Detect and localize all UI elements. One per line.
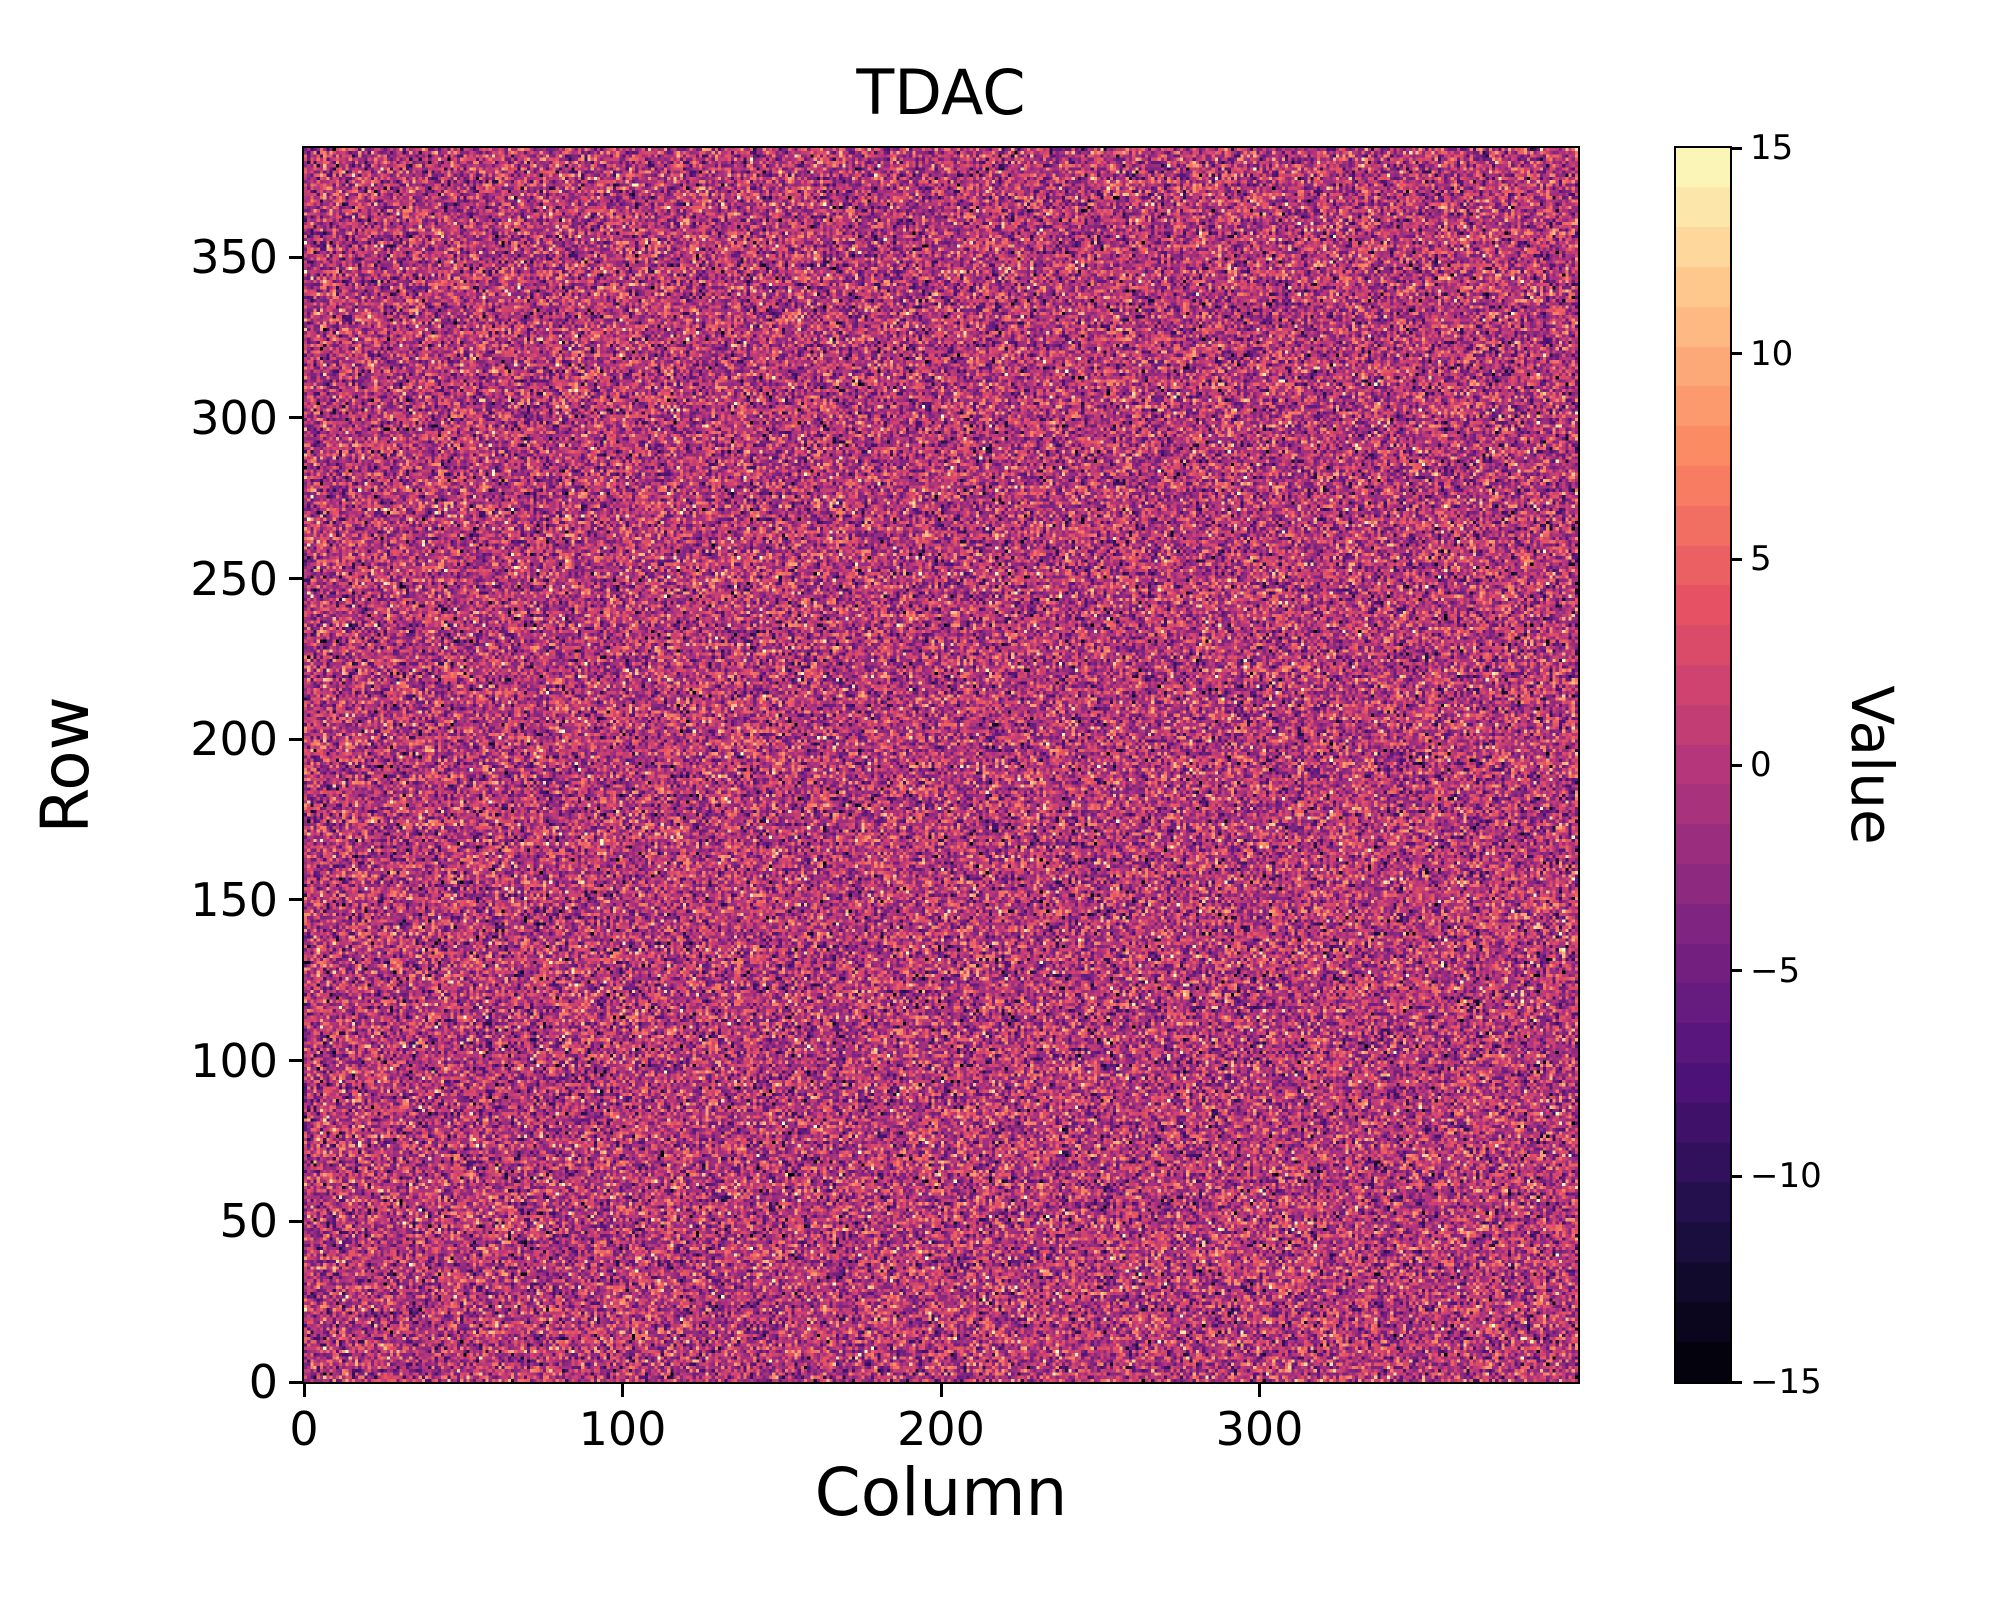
- y-tick-label: 100: [190, 1033, 278, 1088]
- x-tick-label: 100: [578, 1402, 667, 1456]
- colorbar-tick-label: 15: [1750, 128, 1794, 168]
- y-tick-label: 250: [190, 551, 278, 606]
- colorbar-tick-label: 10: [1750, 333, 1794, 374]
- colorbar-tick-label: 0: [1750, 745, 1772, 785]
- y-tick-label: 350: [190, 230, 278, 285]
- colorbar-tick-mark: [1730, 763, 1742, 767]
- colorbar-tick-mark: [1730, 557, 1742, 561]
- y-tick-mark: [289, 1380, 304, 1384]
- colorbar-tick-mark: [1730, 352, 1742, 356]
- y-tick-label: 200: [190, 712, 278, 767]
- y-tick-label: 150: [190, 872, 278, 927]
- colorbar-tick-mark: [1730, 1174, 1742, 1178]
- x-tick-mark: [1258, 1382, 1261, 1397]
- y-tick-mark: [289, 577, 304, 581]
- x-tick-label: 300: [1215, 1402, 1304, 1456]
- y-tick-label: 300: [190, 390, 278, 445]
- colorbar-tick-label: −15: [1750, 1362, 1822, 1402]
- y-tick-mark: [289, 255, 304, 259]
- y-tick-mark: [289, 898, 304, 902]
- x-tick-label: 0: [289, 1402, 319, 1456]
- colorbar: [1676, 148, 1730, 1382]
- y-tick-mark: [289, 1059, 304, 1063]
- colorbar-label: Value: [1838, 685, 1906, 845]
- colorbar-tick-label: −10: [1750, 1156, 1822, 1197]
- y-tick-label: 50: [219, 1194, 278, 1249]
- chart-title: TDAC: [856, 56, 1026, 129]
- y-axis-label: Row: [27, 696, 104, 834]
- x-tick-label: 200: [897, 1402, 985, 1456]
- colorbar-tick-label: 5: [1750, 539, 1772, 580]
- x-tick-mark: [621, 1382, 624, 1397]
- y-tick-label: 0: [248, 1355, 278, 1409]
- y-tick-mark: [289, 416, 304, 420]
- colorbar-tick-mark: [1730, 146, 1742, 150]
- x-tick-mark: [939, 1382, 943, 1397]
- heatmap-image: [304, 148, 1578, 1382]
- colorbar-tick-label: −5: [1750, 950, 1801, 991]
- colorbar-tick-mark: [1730, 969, 1742, 973]
- x-tick-mark: [302, 1382, 306, 1397]
- y-tick-mark: [289, 1219, 304, 1223]
- x-axis-label: Column: [814, 1454, 1068, 1531]
- colorbar-tick-mark: [1730, 1380, 1742, 1384]
- y-tick-mark: [289, 737, 304, 741]
